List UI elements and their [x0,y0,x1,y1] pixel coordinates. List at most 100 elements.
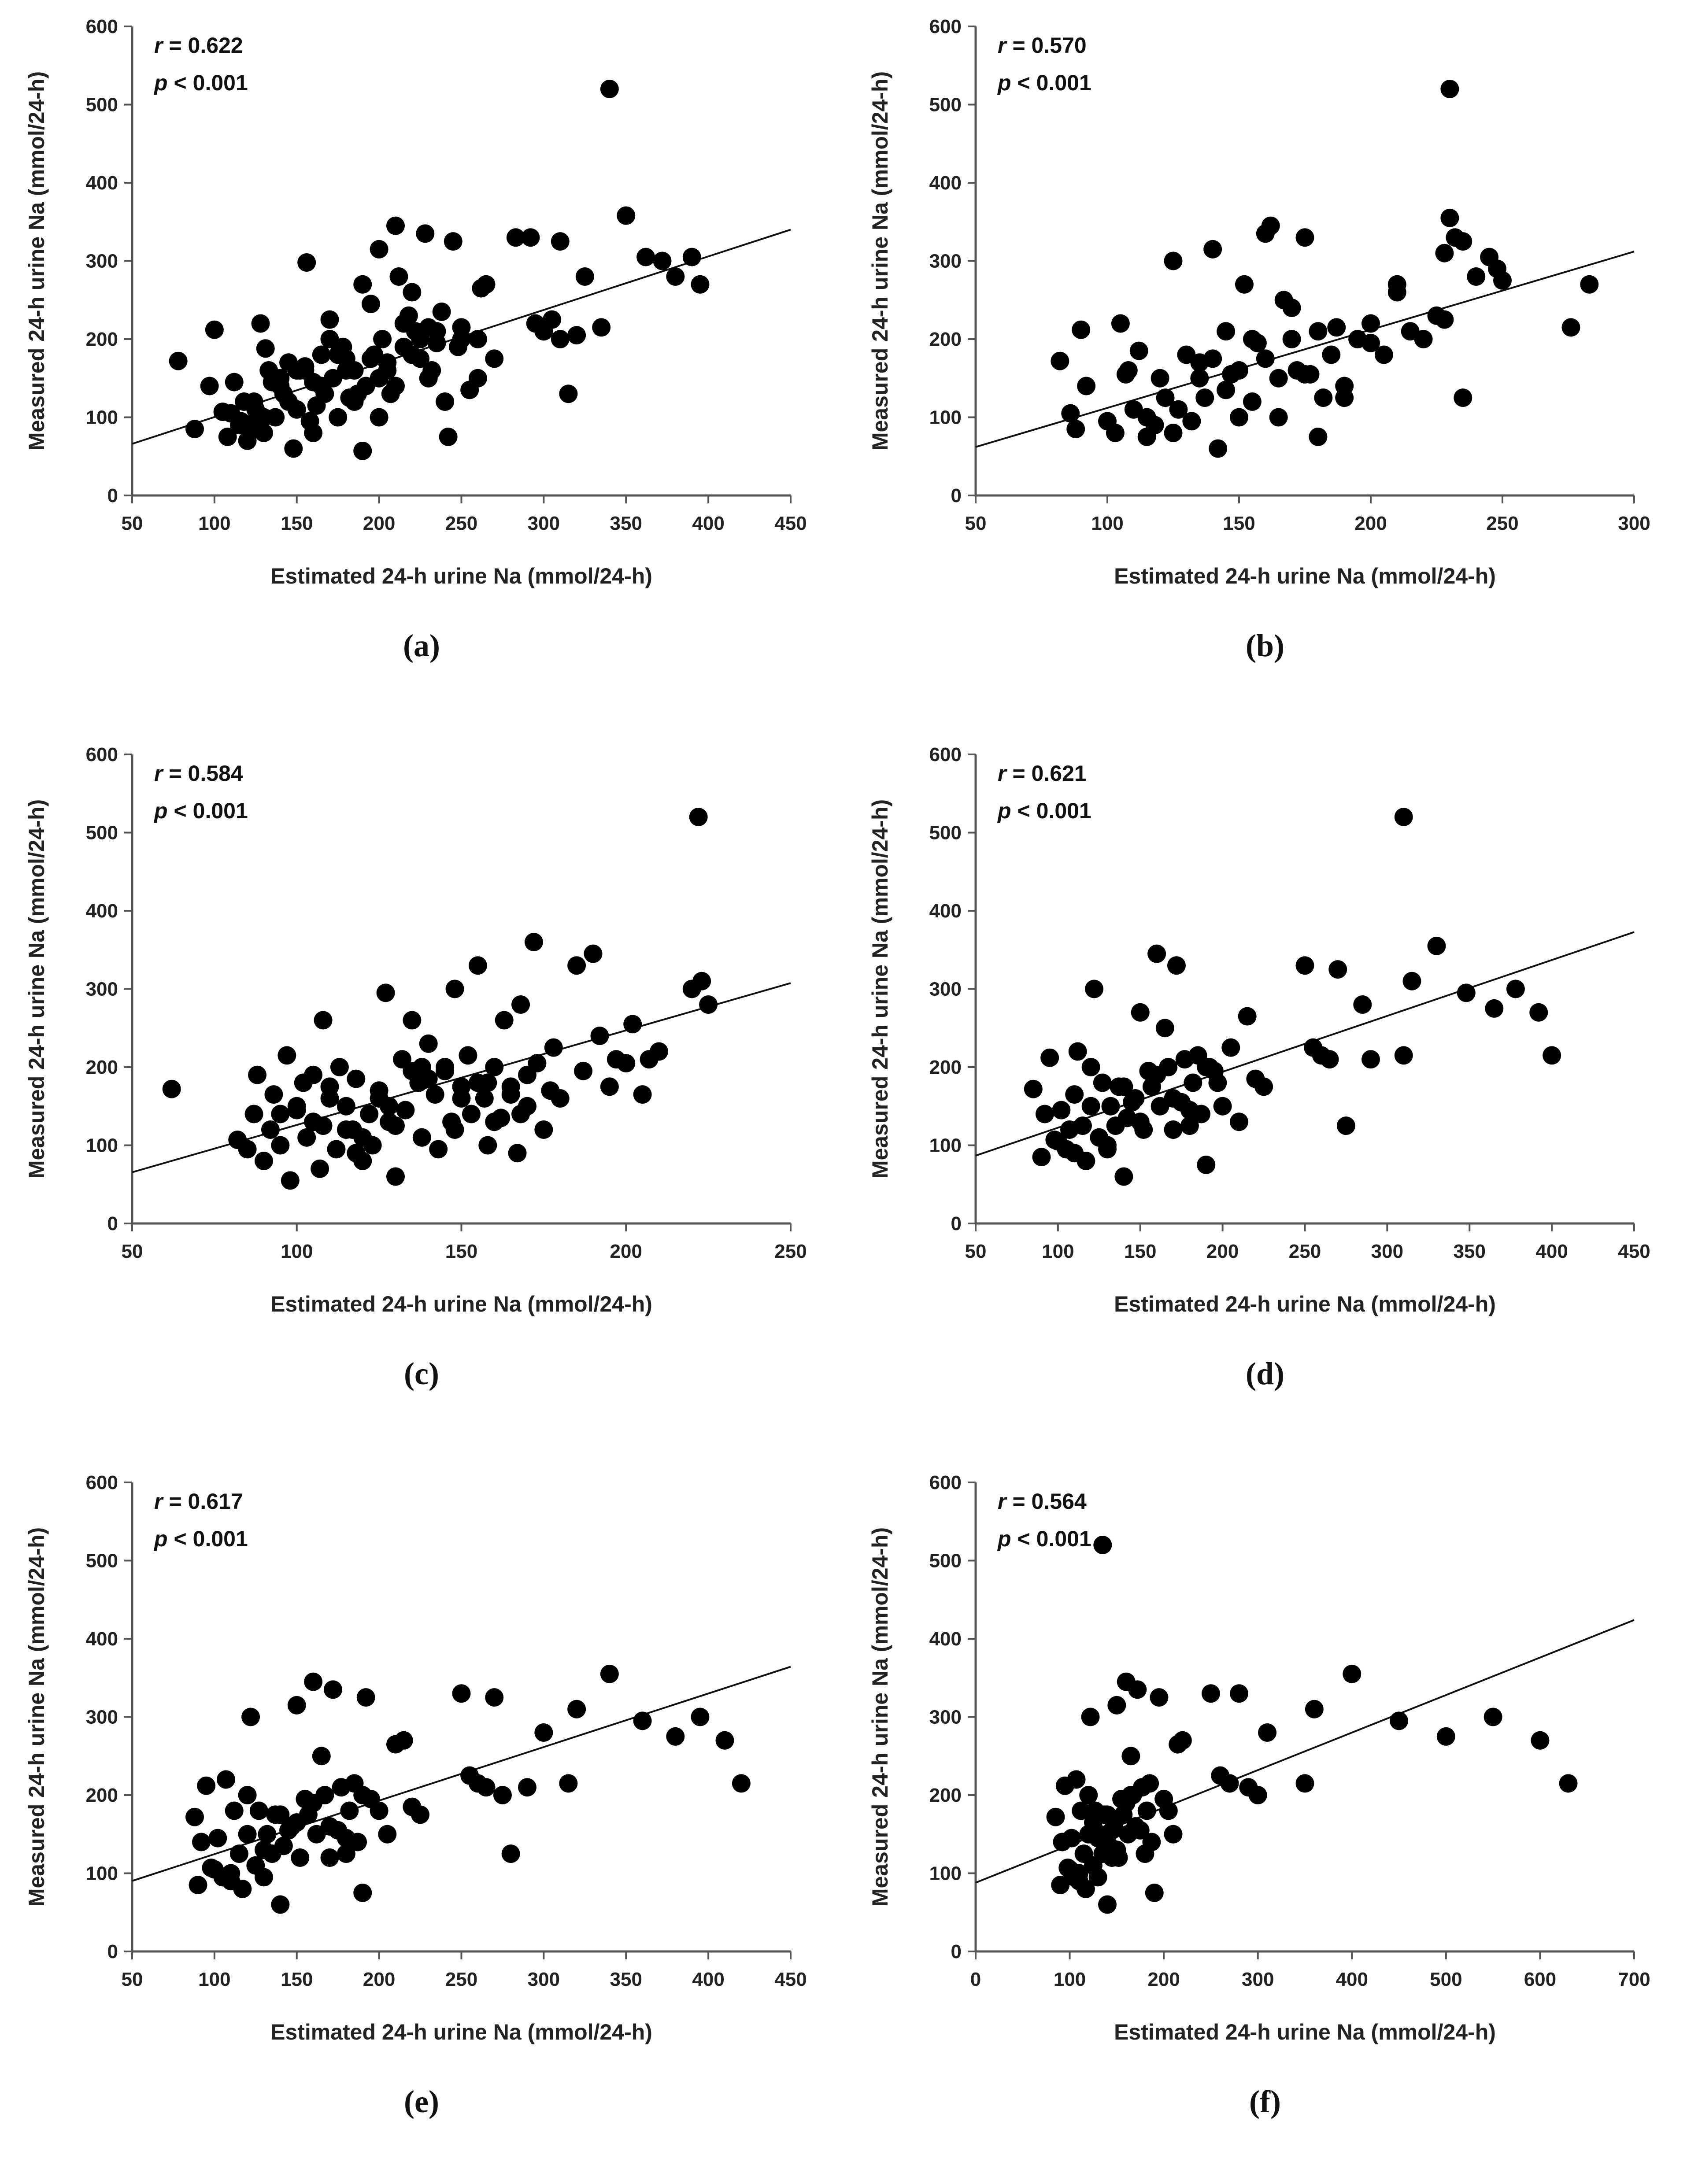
data-point [1131,1821,1150,1840]
data-point [1073,1116,1092,1135]
data-point [304,1793,323,1812]
data-point [1361,333,1380,352]
p-annotation: p < 0.001 [997,70,1091,95]
data-point [255,1868,273,1887]
data-point [1088,1829,1107,1848]
r-annotation: r = 0.570 [998,33,1087,58]
data-point [1213,1097,1232,1116]
data-point [185,1807,204,1826]
data-point [386,216,405,235]
x-tick-label: 100 [198,513,230,534]
p-symbol: p [997,70,1011,95]
data-point [439,427,458,446]
y-axis-title: Measured 24-h urine Na (mmol/24-h) [868,1527,892,1907]
y-tick-label: 300 [86,251,118,272]
data-point [274,1837,293,1855]
data-point [1061,404,1080,423]
data-point [1203,240,1222,259]
data-point [636,248,655,266]
y-tick-label: 400 [86,172,118,194]
r-annotation: r = 0.622 [154,33,243,58]
x-tick-label: 700 [1618,1969,1650,1990]
x-tick-label: 500 [1430,1969,1462,1990]
data-point [411,1805,430,1824]
x-tick-label: 400 [692,1969,724,1990]
data-point [1309,322,1328,341]
data-point [284,439,303,458]
data-point [394,1731,413,1750]
data-point [162,1079,181,1098]
data-point [403,345,422,364]
data-point [205,320,224,339]
data-point [356,1688,375,1707]
data-point [1230,408,1248,427]
data-point [314,1116,333,1135]
data-point [518,1778,536,1797]
x-tick-label: 200 [363,1969,395,1990]
data-point [1114,1167,1133,1186]
data-point [478,1136,497,1155]
scatter-chart: 0 100 200 300 400 500 600 50 100 150 200 250 300 350 4… [868,744,1650,1391]
data-point [452,330,471,348]
data-point [1238,1007,1257,1026]
data-point [1076,1880,1095,1898]
data-point [1402,972,1421,990]
data-point [1159,1801,1178,1820]
data-point [1128,1680,1147,1699]
data-point [329,408,348,427]
data-point [386,1116,405,1135]
x-axis-title: Estimated 24-h urine Na (mmol/24-h) [270,2020,652,2044]
data-point [1220,1774,1239,1793]
p-annotation: p < 0.001 [153,798,248,823]
data-point [218,427,237,446]
data-point [1327,318,1346,337]
y-tick-label: 600 [86,16,118,37]
data-point [1295,365,1314,384]
data-point [304,424,323,442]
scatter-chart: 0 100 200 300 400 500 600 50 100 150 200 250 300 350 4… [24,1472,807,2119]
data-point [1282,299,1301,317]
data-point [477,275,496,294]
y-tick-label: 200 [86,329,118,350]
data-point [567,1700,586,1718]
data-point [1164,1120,1183,1139]
data-point [1230,1684,1248,1703]
data-point [1093,1073,1112,1092]
data-point [1454,232,1472,251]
data-point [238,431,257,450]
data-point [419,1069,438,1088]
data-point [567,326,586,345]
y-tick-label: 100 [86,407,118,429]
data-point [495,1011,514,1030]
panel-e: 0 100 200 300 400 500 600 50 100 150 200 250 300 350 4… [0,1456,844,2184]
y-tick-label: 200 [929,1785,962,1806]
data-point [518,1065,536,1084]
data-point [277,1046,296,1065]
x-axis-title: Estimated 24-h urine Na (mmol/24-h) [270,1292,652,1316]
data-point [1066,420,1085,439]
data-point [1077,1152,1095,1170]
y-tick-label: 300 [929,251,962,272]
r-annotation: r = 0.564 [998,1489,1087,1514]
data-point [1361,314,1380,333]
p-value: < 0.001 [1017,70,1091,95]
data-point [1072,1801,1091,1820]
x-tick-label: 350 [1454,1241,1486,1262]
data-point [1081,1097,1100,1116]
data-point [1209,439,1228,458]
data-point [1394,808,1413,826]
data-point [1454,388,1472,407]
data-point [1142,1833,1161,1851]
data-point [1081,1058,1100,1076]
data-point [353,1128,372,1147]
data-point [1101,1097,1120,1116]
data-point [1195,388,1214,407]
data-point [419,318,438,337]
data-point [1295,956,1314,975]
data-point [217,1770,236,1789]
data-point [1414,330,1433,348]
data-point [412,1128,431,1147]
data-point [312,345,331,364]
data-point [1336,1116,1355,1135]
data-point [1531,1731,1550,1750]
